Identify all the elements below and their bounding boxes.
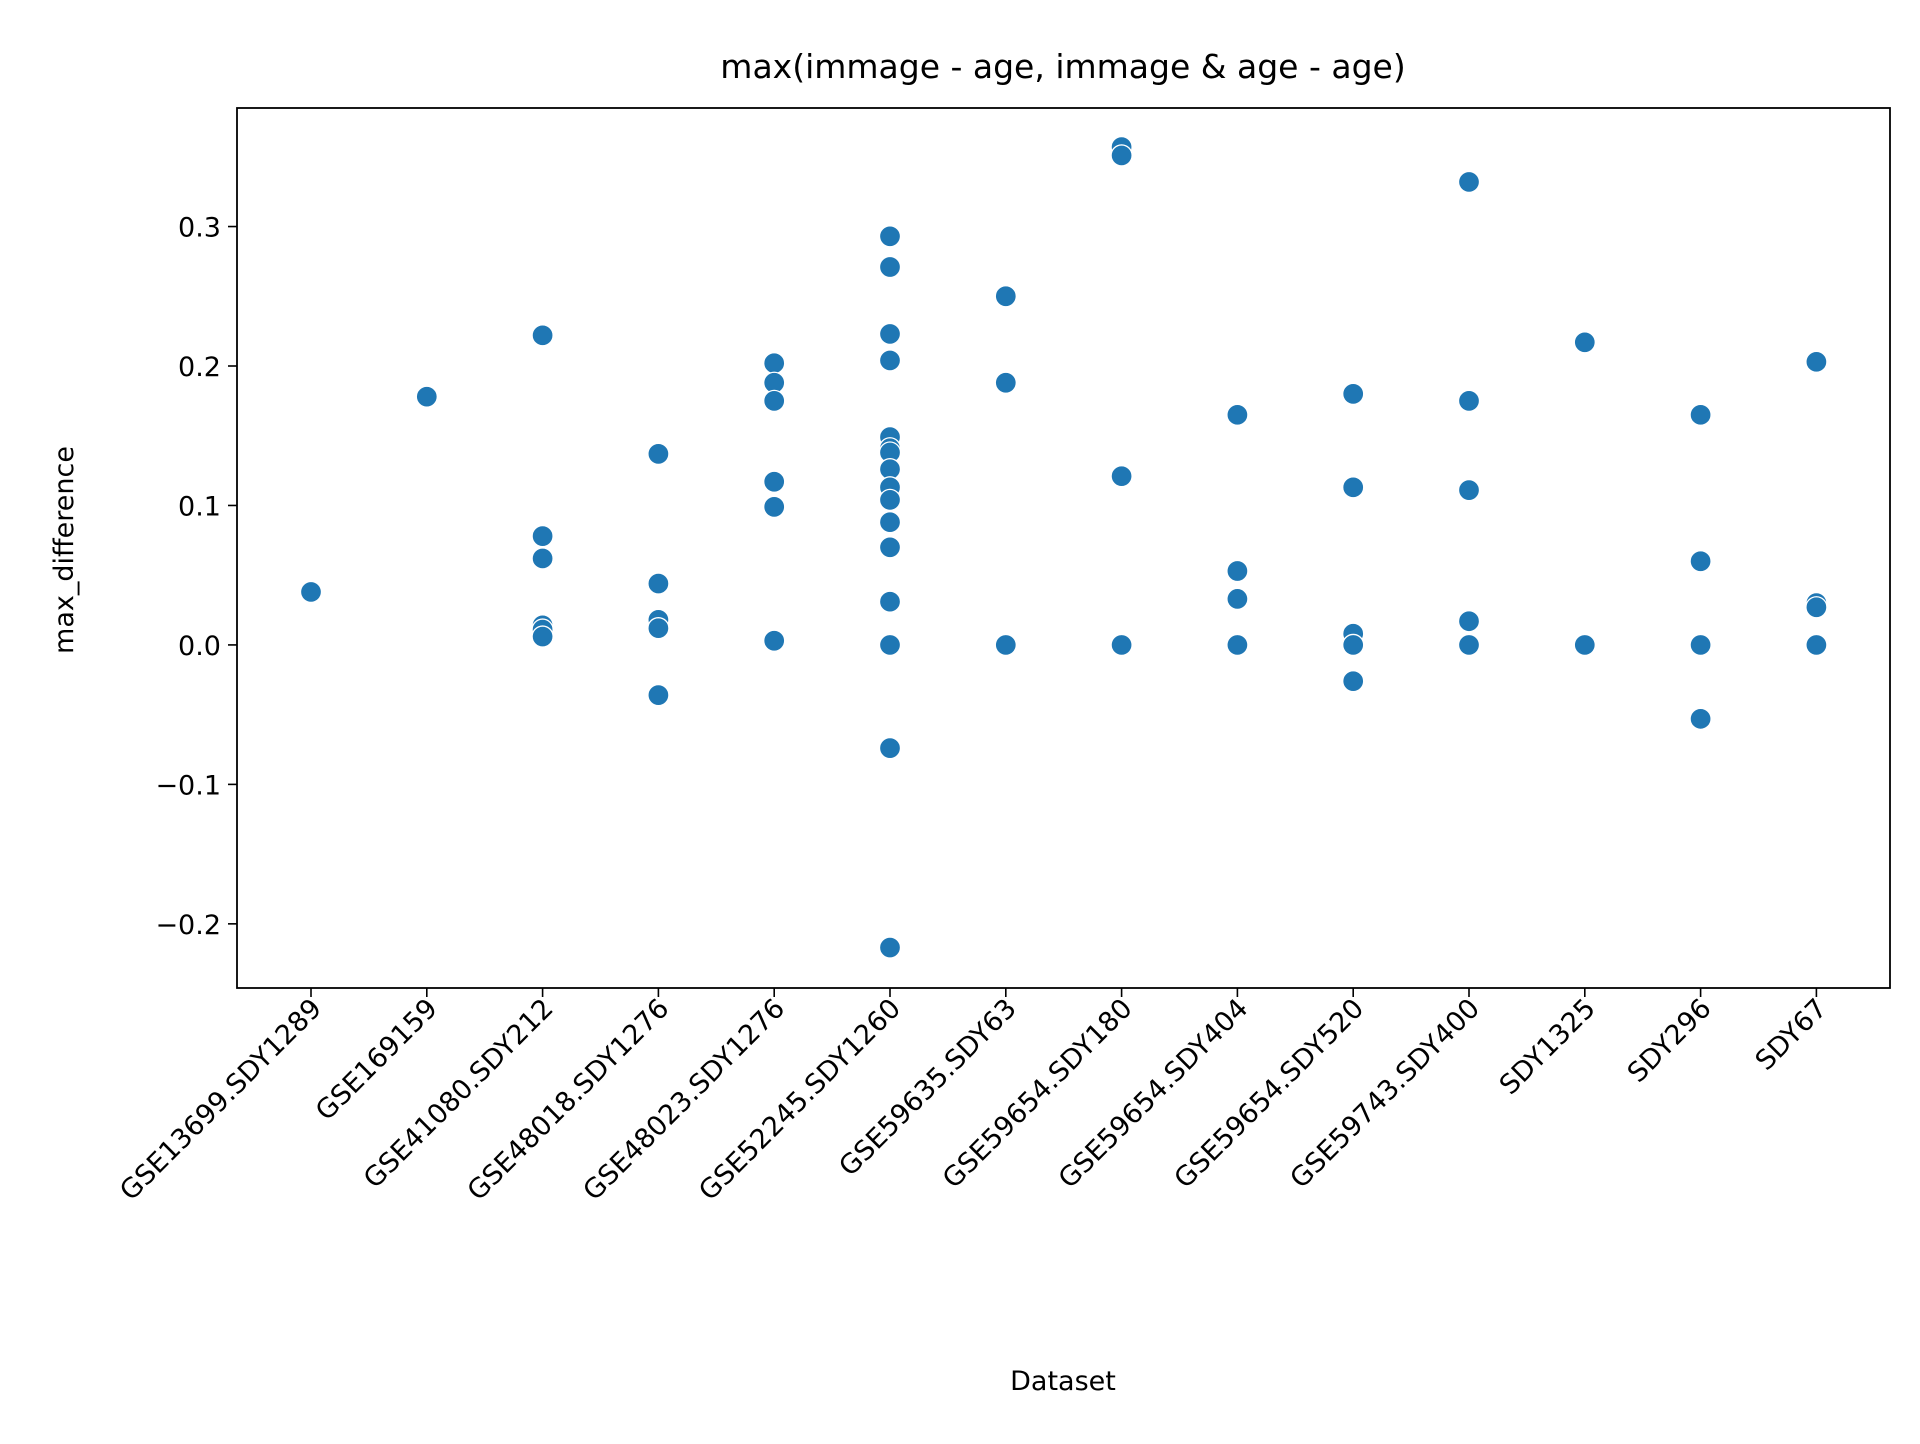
data-point	[1110, 144, 1133, 167]
data-point	[1110, 633, 1133, 657]
data-point	[878, 349, 902, 372]
data-point	[1573, 331, 1596, 354]
data-point	[1457, 389, 1481, 413]
data-point	[647, 683, 670, 707]
data-point	[531, 625, 554, 648]
data-point	[763, 352, 786, 375]
data-point	[878, 511, 902, 534]
data-point	[878, 536, 902, 559]
data-point	[1226, 559, 1249, 583]
data-point	[878, 255, 902, 279]
data-point	[1457, 170, 1481, 194]
y-tick-label: 0.0	[178, 631, 221, 662]
data-point	[763, 495, 786, 519]
y-tick-label: 0.1	[178, 491, 221, 522]
data-point	[1226, 587, 1249, 611]
y-tick-label: −0.2	[155, 910, 221, 941]
data-point	[878, 633, 902, 657]
data-point	[994, 285, 1017, 308]
data-point	[1457, 478, 1481, 502]
data-point	[1805, 633, 1828, 657]
data-point	[878, 936, 902, 959]
data-point	[763, 629, 786, 652]
data-point	[878, 590, 902, 613]
data-point	[994, 371, 1017, 394]
data-point	[1689, 550, 1712, 573]
data-point	[1342, 633, 1365, 657]
data-point	[1689, 633, 1712, 657]
data-point	[878, 488, 902, 512]
data-point	[878, 322, 902, 346]
data-point	[1342, 382, 1365, 406]
data-point	[647, 442, 670, 466]
data-point	[299, 580, 323, 604]
data-point	[531, 547, 554, 570]
data-point	[1573, 633, 1596, 657]
data-point	[647, 617, 670, 640]
chart-title: max(immage - age, immage & age - age)	[720, 47, 1405, 86]
data-point	[1226, 633, 1249, 657]
data-point	[1342, 476, 1365, 499]
data-point	[763, 389, 786, 413]
data-point	[1457, 610, 1481, 633]
y-axis-label: max_difference	[49, 446, 80, 654]
data-point	[531, 524, 554, 548]
data-point	[878, 225, 902, 248]
data-point	[994, 633, 1017, 657]
data-point	[1689, 403, 1712, 426]
data-point	[1226, 403, 1249, 426]
data-point	[647, 572, 670, 595]
y-tick-label: 0.2	[178, 352, 221, 383]
data-point	[1457, 633, 1481, 657]
data-point	[415, 385, 438, 408]
data-point	[1805, 350, 1828, 373]
data-point	[1805, 596, 1828, 619]
data-point	[531, 324, 554, 347]
y-tick-label: −0.1	[155, 770, 221, 801]
data-point	[1342, 670, 1365, 693]
data-point	[1110, 465, 1133, 488]
x-axis-label: Dataset	[1010, 1366, 1116, 1397]
data-point	[763, 470, 786, 493]
data-point	[1689, 707, 1712, 730]
y-tick-label: 0.3	[178, 213, 221, 244]
plot-frame	[236, 107, 1891, 989]
data-point	[878, 736, 902, 760]
